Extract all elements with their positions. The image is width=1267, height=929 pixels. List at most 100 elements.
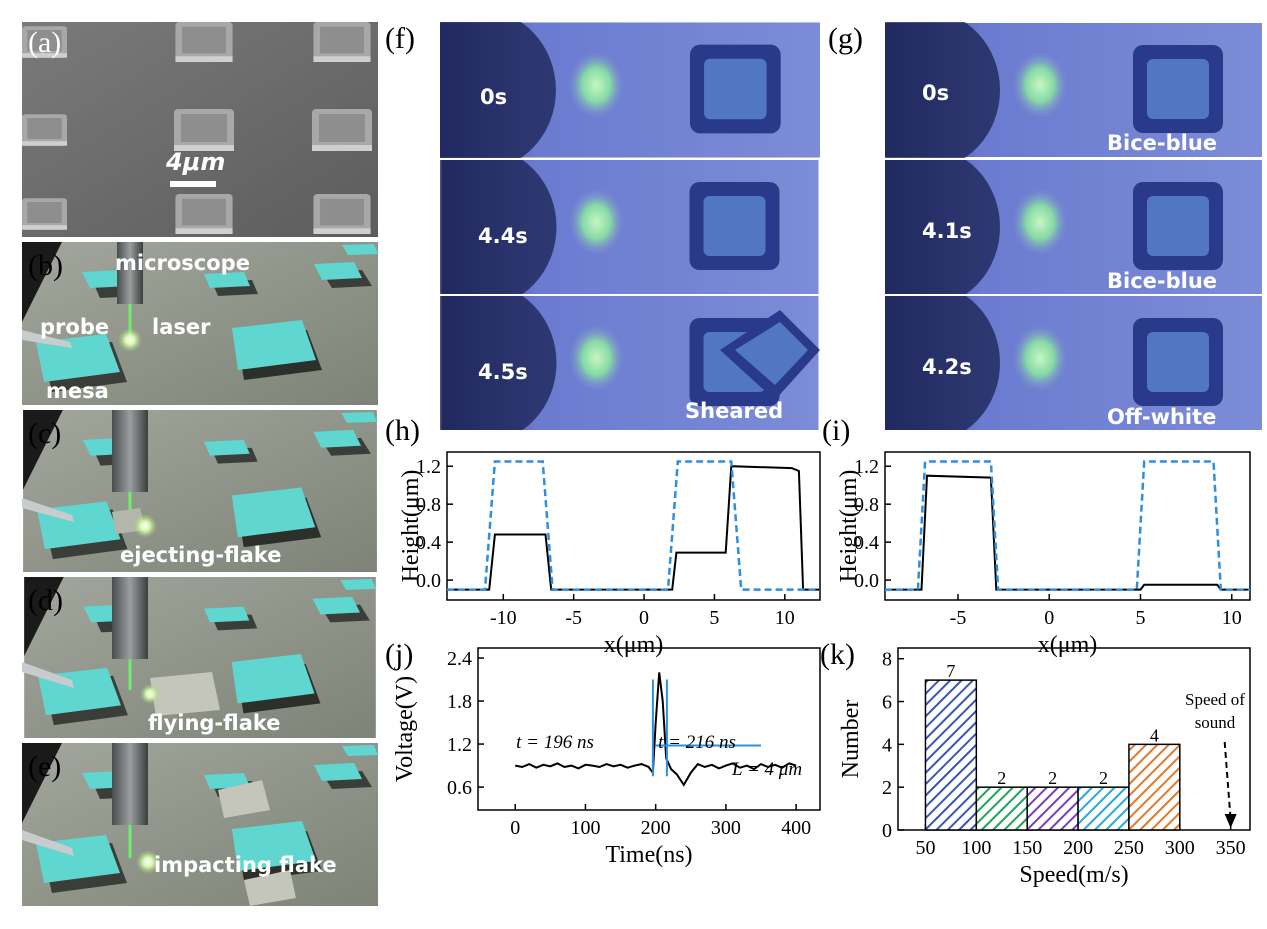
data-line — [885, 474, 1250, 591]
y-tick-label: 0.0 — [854, 570, 879, 592]
panel-label: (f) — [385, 22, 415, 55]
y-tick-label: 1.8 — [447, 691, 472, 713]
panel-f: (f) 0s 4.4s 4.5s Sheared — [385, 22, 820, 430]
x-axis-label: x(μm) — [604, 632, 664, 658]
x-axis-label: x(μm) — [1038, 632, 1098, 658]
panel-e: (e) impacting flake — [22, 743, 378, 906]
bar — [1128, 743, 1181, 831]
annotation: t = 196 ns — [516, 732, 594, 753]
x-tick-label: 0 — [510, 817, 520, 839]
y-tick-label: 0 — [882, 820, 892, 842]
panel-label: (c) — [28, 417, 61, 450]
chart: (j) 0.6 1.2 1.8 2.4 0 100 200 300 400 Time(ns) Volt… — [385, 638, 821, 868]
x-axis-label: Speed(m/s) — [1019, 862, 1128, 888]
x-tick-label: 300 — [1165, 837, 1195, 859]
time-label: 4.1s — [922, 219, 972, 243]
bar — [1026, 786, 1079, 831]
panel-label: (d) — [28, 584, 63, 617]
state-label: Bice-blue — [1107, 131, 1217, 155]
axes-frame — [446, 451, 821, 601]
x-tick-label: 200 — [1063, 837, 1093, 859]
y-tick-label: 0.6 — [447, 777, 472, 799]
annotation: t = 216 ns — [658, 732, 736, 753]
y-tick-label: 6 — [882, 692, 892, 714]
data-line — [447, 465, 820, 591]
x-tick-label: -5 — [950, 607, 967, 629]
x-tick-label: 150 — [1012, 837, 1042, 859]
x-tick-label: -10 — [490, 607, 517, 629]
panel-b: (b) microscope probe laser mesa — [22, 242, 378, 405]
y-tick-label: 8 — [882, 649, 892, 671]
y-axis-label: Height(μm) — [836, 470, 862, 583]
caption: impacting flake — [154, 853, 337, 877]
panel-label: (e) — [28, 750, 61, 783]
chart: (h) 0.0 0.4 0.8 1.2 -10 -5 0 5 10 x(μm) Height(μm) — [385, 414, 821, 658]
y-tick-label: 0.8 — [416, 494, 441, 516]
y-tick-label: 1.2 — [416, 456, 441, 478]
chart: (k) 0 2 4 6 8 50 100 150 200 250 300 350 Speed(m/s) Nu… — [820, 638, 1251, 888]
panel-label: (h) — [385, 414, 420, 447]
panel-g: (g) 0s 4.1s 4.2s Bice-blue Bice-blue Off… — [828, 22, 1262, 430]
axes-frame — [477, 647, 821, 811]
panel-d: (d) flying-flake — [22, 577, 376, 738]
x-tick-label: 100 — [570, 817, 600, 839]
y-axis-label: Number — [838, 700, 864, 779]
panel-a: (a) 4μm — [22, 22, 378, 237]
bar — [975, 786, 1028, 831]
x-tick-label: 250 — [1114, 837, 1144, 859]
data-line — [885, 460, 1250, 591]
state-label: Off-white — [1107, 405, 1216, 429]
y-axis-label: Voltage(V) — [392, 676, 418, 782]
panel-label: (j) — [385, 638, 413, 671]
y-tick-label: 0.0 — [416, 570, 441, 592]
panel-label: (b) — [28, 249, 63, 282]
time-label: 0s — [480, 85, 507, 109]
label-microscope: microscope — [115, 251, 250, 275]
x-tick-label: 50 — [915, 837, 935, 859]
annotation: Speed of — [1185, 690, 1245, 709]
y-tick-label: 2 — [882, 777, 892, 799]
x-tick-label: -5 — [565, 607, 582, 629]
y-tick-label: 4 — [882, 734, 892, 756]
panel-c: (c) ejecting-flake — [22, 410, 377, 572]
data-line — [651, 679, 761, 777]
scale-label: 4μm — [165, 148, 225, 176]
panel-label: (k) — [820, 638, 855, 671]
arrow — [1223, 741, 1232, 821]
caption: flying-flake — [148, 711, 281, 735]
x-tick-label: 5 — [1136, 607, 1146, 629]
time-label: 4.4s — [478, 224, 528, 248]
x-tick-label: 400 — [781, 817, 811, 839]
x-tick-label: 10 — [1222, 607, 1242, 629]
x-tick-label: 200 — [641, 817, 671, 839]
annotation: sound — [1195, 713, 1236, 732]
time-label: 4.5s — [478, 360, 528, 384]
x-tick-label: 300 — [711, 817, 741, 839]
x-tick-label: 5 — [709, 607, 719, 629]
data-line — [515, 672, 797, 787]
value-label: 2 — [997, 768, 1006, 788]
y-tick-label: 1.2 — [854, 456, 879, 478]
annotation: L = 4 μm — [731, 759, 802, 780]
scale-bar — [170, 181, 216, 187]
y-tick-label: 1.2 — [447, 734, 472, 756]
x-tick-label: 0 — [639, 607, 649, 629]
value-label: 4 — [1150, 725, 1159, 745]
y-tick-label: 2.4 — [447, 648, 472, 670]
panel-label: (a) — [28, 26, 61, 59]
value-label: 2 — [1099, 768, 1108, 788]
x-tick-label: 0 — [1044, 607, 1054, 629]
data-line — [447, 460, 820, 591]
y-tick-label: 0.4 — [854, 532, 879, 554]
x-axis-label: Time(ns) — [605, 842, 692, 868]
x-tick-label: 10 — [775, 607, 795, 629]
y-tick-label: 0.4 — [416, 532, 441, 554]
value-label: 2 — [1048, 768, 1057, 788]
time-label: 4.2s — [922, 355, 972, 379]
state-label: Sheared — [685, 399, 783, 423]
x-tick-label: 100 — [961, 837, 991, 859]
label-probe: probe — [40, 315, 109, 339]
bar — [924, 679, 978, 831]
chart: (i) 0.0 0.4 0.8 1.2 -5 0 5 10 x(μm) Height(μm) — [822, 414, 1251, 658]
